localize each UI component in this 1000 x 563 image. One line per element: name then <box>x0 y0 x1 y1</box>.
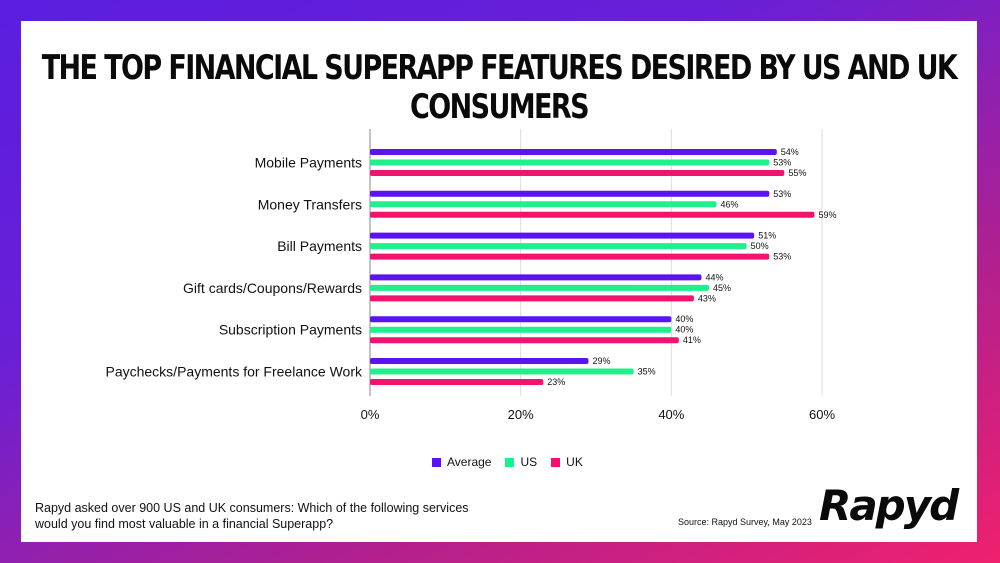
chart-title: THE TOP FINANCIAL SUPERAPP FEATURES DESI… <box>41 49 958 127</box>
data-label: 53% <box>773 252 791 262</box>
category-label: Money Transfers <box>258 196 362 212</box>
category-label: Mobile Payments <box>255 155 362 171</box>
bar-average <box>370 274 702 281</box>
bar-average <box>370 190 770 197</box>
data-label: 41% <box>683 335 701 345</box>
bar-us <box>370 326 672 333</box>
bar-uk <box>370 337 679 344</box>
data-label: 29% <box>592 356 610 366</box>
bar-us <box>370 243 747 250</box>
legend-item-us: US <box>505 455 537 469</box>
category-label: Subscription Payments <box>219 322 362 338</box>
bar-average <box>370 149 777 155</box>
bar-average <box>370 232 755 239</box>
survey-footnote: Rapyd asked over 900 US and UK consumers… <box>35 501 469 531</box>
data-label: 50% <box>751 241 769 251</box>
data-label: 35% <box>638 367 656 377</box>
bar-uk <box>370 379 544 385</box>
legend-swatch <box>551 457 561 467</box>
legend-item-average: Average <box>432 455 491 469</box>
data-label: 59% <box>818 210 836 220</box>
bar-uk <box>370 211 815 218</box>
bar-us <box>370 368 634 375</box>
data-label: 40% <box>675 314 693 324</box>
x-tick-label: 60% <box>809 407 835 422</box>
bar-uk <box>370 170 785 176</box>
data-label: 43% <box>698 293 716 303</box>
rapyd-logo: Rapyd <box>819 481 959 530</box>
data-label: 45% <box>713 283 731 293</box>
data-label: 55% <box>788 168 806 178</box>
legend-label: Average <box>447 455 492 469</box>
legend-item-uk: UK <box>551 455 583 469</box>
x-tick-label: 0% <box>361 407 380 422</box>
category-label: Paychecks/Payments for Freelance Work <box>105 364 363 380</box>
bar-average <box>370 316 672 323</box>
category-label: Gift cards/Coupons/Rewards <box>183 280 362 296</box>
chart-legend: Average US UK <box>432 455 583 469</box>
bar-uk <box>370 295 694 302</box>
data-label: 44% <box>705 272 723 282</box>
bar-us <box>370 284 709 291</box>
bar-chart: 0% 20% 40% 60%Mobile Payments54%53%55%Money… <box>105 129 836 422</box>
data-label: 51% <box>758 231 776 241</box>
data-label: 53% <box>773 158 791 168</box>
data-label: 46% <box>721 199 739 209</box>
category-label: Bill Payments <box>277 238 362 254</box>
legend-swatch <box>505 457 515 467</box>
data-label: 23% <box>547 377 565 387</box>
source-note: Source: Rapyd Survey, May 2023 <box>678 517 812 527</box>
x-tick-label: 20% <box>508 407 534 422</box>
bar-uk <box>370 253 770 260</box>
data-label: 40% <box>675 325 693 335</box>
bar-us <box>370 159 770 166</box>
legend-label: UK <box>566 455 583 469</box>
chart-card: THE TOP FINANCIAL SUPERAPP FEATURES DESI… <box>21 21 977 542</box>
x-tick-label: 40% <box>658 407 684 422</box>
data-label: 54% <box>781 147 799 157</box>
bar-us <box>370 201 717 208</box>
legend-label: US <box>520 455 538 469</box>
legend-swatch <box>432 457 441 467</box>
data-label: 53% <box>773 189 791 199</box>
bar-average <box>370 358 589 364</box>
